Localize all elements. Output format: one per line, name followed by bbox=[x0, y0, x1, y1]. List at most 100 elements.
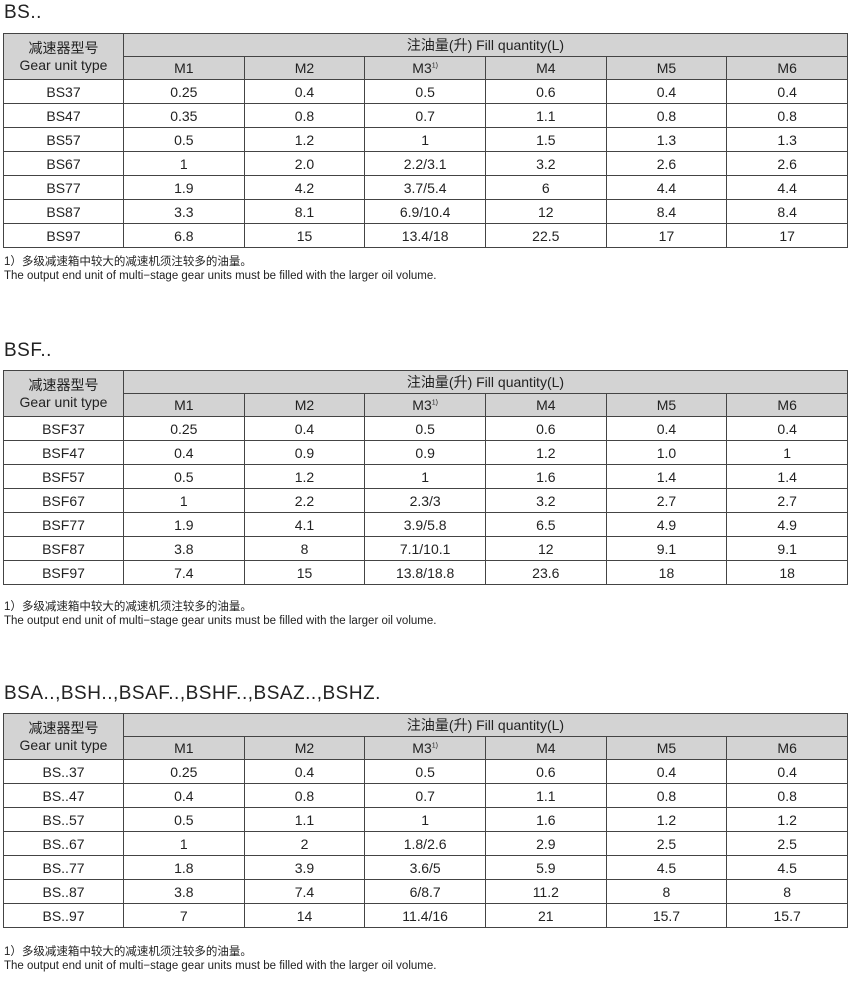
table-row: BSF47 0.4 0.9 0.9 1.2 1.0 1 bbox=[3, 440, 848, 465]
table-row: BS..57 0.5 1.1 1 1.6 1.2 1.2 bbox=[3, 807, 848, 832]
fill-value-cell: 4.4 bbox=[605, 175, 728, 200]
fill-value-cell: 3.9/5.8 bbox=[364, 512, 486, 537]
fill-value-cell: 2.0 bbox=[243, 151, 366, 176]
fill-value-cell: 0.4 bbox=[243, 79, 366, 104]
fill-value-cell: 0.7 bbox=[364, 783, 486, 808]
gear-unit-cell: BS97 bbox=[3, 223, 124, 248]
gear-unit-cell: BS..67 bbox=[3, 831, 124, 856]
fill-value-cell: 15 bbox=[243, 560, 366, 585]
fill-value-cell: 18 bbox=[726, 560, 848, 585]
fill-value-cell: 1.1 bbox=[484, 103, 607, 128]
fill-value-cell: 4.1 bbox=[243, 512, 366, 537]
fill-value-cell: 2 bbox=[243, 831, 366, 856]
fill-value-cell: 0.8 bbox=[243, 783, 366, 808]
footnote: 1）多级减速箱中较大的减速机须注较多的油量。 The output end uni… bbox=[4, 601, 437, 627]
section-title: BSA..,BSH..,BSAF..,BSHF..,BSAZ..,BSHZ. bbox=[4, 683, 381, 704]
fill-value-cell: 12 bbox=[484, 199, 607, 224]
fill-quantity-header: 注油量(升) Fill quantity(L) bbox=[123, 33, 848, 57]
table-row: BS77 1.9 4.2 3.7/5.4 6 4.4 4.4 bbox=[3, 175, 848, 200]
fill-value-cell: 1.9 bbox=[123, 512, 245, 537]
mounting-position-header: M4 bbox=[484, 393, 607, 417]
fill-value-cell: 3.9 bbox=[243, 855, 366, 880]
fill-value-cell: 6.9/10.4 bbox=[364, 199, 486, 224]
fill-value-cell: 1 bbox=[364, 464, 486, 489]
fill-value-cell: 0.9 bbox=[243, 440, 366, 465]
fill-value-cell: 0.9 bbox=[364, 440, 486, 465]
mounting-position-header: M31) bbox=[364, 56, 486, 80]
fill-value-cell: 0.25 bbox=[123, 759, 245, 784]
fill-value-cell: 1.2 bbox=[243, 127, 366, 152]
mounting-position-header: M5 bbox=[605, 393, 728, 417]
fill-value-cell: 6 bbox=[484, 175, 607, 200]
gear-unit-cell: BSF87 bbox=[3, 536, 124, 561]
fill-value-cell: 1.0 bbox=[605, 440, 728, 465]
fill-value-cell: 1.1 bbox=[243, 807, 366, 832]
fill-value-cell: 1.3 bbox=[726, 127, 848, 152]
fill-value-cell: 0.6 bbox=[484, 79, 607, 104]
table-row: BS..67 1 2 1.8/2.6 2.9 2.5 2.5 bbox=[3, 831, 848, 856]
fill-value-cell: 0.7 bbox=[364, 103, 486, 128]
gear-unit-type-header: 减速器型号 Gear unit type bbox=[3, 33, 124, 80]
fill-value-cell: 0.5 bbox=[364, 759, 486, 784]
fill-value-cell: 1.8/2.6 bbox=[364, 831, 486, 856]
fill-value-cell: 23.6 bbox=[484, 560, 607, 585]
fill-value-cell: 6.5 bbox=[484, 512, 607, 537]
fill-value-cell: 9.1 bbox=[605, 536, 728, 561]
fill-value-cell: 8 bbox=[605, 879, 728, 904]
fill-value-cell: 0.8 bbox=[726, 783, 848, 808]
table-row: BS87 3.3 8.1 6.9/10.4 12 8.4 8.4 bbox=[3, 199, 848, 224]
fill-value-cell: 22.5 bbox=[484, 223, 607, 248]
table-row: BS67 1 2.0 2.2/3.1 3.2 2.6 2.6 bbox=[3, 151, 848, 176]
mounting-position-header: M1 bbox=[123, 56, 245, 80]
fill-value-cell: 9.1 bbox=[726, 536, 848, 561]
fill-value-cell: 3.2 bbox=[484, 488, 607, 513]
fill-value-cell: 13.8/18.8 bbox=[364, 560, 486, 585]
fill-value-cell: 1.4 bbox=[605, 464, 728, 489]
table-row: BS47 0.35 0.8 0.7 1.1 0.8 0.8 bbox=[3, 103, 848, 128]
gear-unit-cell: BS37 bbox=[3, 79, 124, 104]
fill-quantity-table: 减速器型号 Gear unit type 注油量(升) Fill quantity… bbox=[3, 370, 848, 585]
section-title: BS.. bbox=[4, 2, 42, 23]
table-row: BSF67 1 2.2 2.3/3 3.2 2.7 2.7 bbox=[3, 488, 848, 513]
fill-value-cell: 1 bbox=[123, 831, 245, 856]
fill-value-cell: 1.6 bbox=[484, 464, 607, 489]
fill-value-cell: 1.2 bbox=[484, 440, 607, 465]
mounting-position-header: M4 bbox=[484, 736, 607, 760]
fill-value-cell: 0.4 bbox=[726, 79, 848, 104]
footnote: 1）多级减速箱中较大的减速机须注较多的油量。 The output end uni… bbox=[4, 946, 437, 972]
fill-value-cell: 1 bbox=[726, 440, 848, 465]
gear-unit-cell: BSF67 bbox=[3, 488, 124, 513]
section-title: BSF.. bbox=[4, 340, 52, 361]
fill-value-cell: 3.8 bbox=[123, 536, 245, 561]
fill-value-cell: 0.4 bbox=[243, 416, 366, 441]
fill-value-cell: 2.7 bbox=[605, 488, 728, 513]
fill-value-cell: 0.8 bbox=[605, 103, 728, 128]
mounting-position-header: M6 bbox=[726, 393, 848, 417]
gear-unit-cell: BSF37 bbox=[3, 416, 124, 441]
fill-value-cell: 1.8 bbox=[123, 855, 245, 880]
fill-value-cell: 6/8.7 bbox=[364, 879, 486, 904]
gear-unit-cell: BS..87 bbox=[3, 879, 124, 904]
mounting-position-header: M1 bbox=[123, 736, 245, 760]
fill-value-cell: 0.8 bbox=[726, 103, 848, 128]
gear-unit-cell: BS67 bbox=[3, 151, 124, 176]
fill-value-cell: 0.5 bbox=[123, 807, 245, 832]
fill-value-cell: 4.2 bbox=[243, 175, 366, 200]
fill-value-cell: 0.8 bbox=[605, 783, 728, 808]
gear-unit-type-header: 减速器型号 Gear unit type bbox=[3, 713, 124, 760]
gear-unit-cell: BS..47 bbox=[3, 783, 124, 808]
fill-value-cell: 1 bbox=[123, 488, 245, 513]
gear-unit-cell: BSF77 bbox=[3, 512, 124, 537]
gear-unit-cell: BSF47 bbox=[3, 440, 124, 465]
mounting-position-header: M2 bbox=[243, 393, 366, 417]
mounting-position-header: M4 bbox=[484, 56, 607, 80]
fill-value-cell: 0.25 bbox=[123, 79, 245, 104]
fill-value-cell: 1.3 bbox=[605, 127, 728, 152]
gear-unit-cell: BS..97 bbox=[3, 903, 124, 928]
fill-value-cell: 12 bbox=[484, 536, 607, 561]
fill-value-cell: 1.5 bbox=[484, 127, 607, 152]
fill-value-cell: 7.4 bbox=[123, 560, 245, 585]
fill-value-cell: 3.3 bbox=[123, 199, 245, 224]
fill-value-cell: 1.6 bbox=[484, 807, 607, 832]
gear-unit-cell: BS87 bbox=[3, 199, 124, 224]
